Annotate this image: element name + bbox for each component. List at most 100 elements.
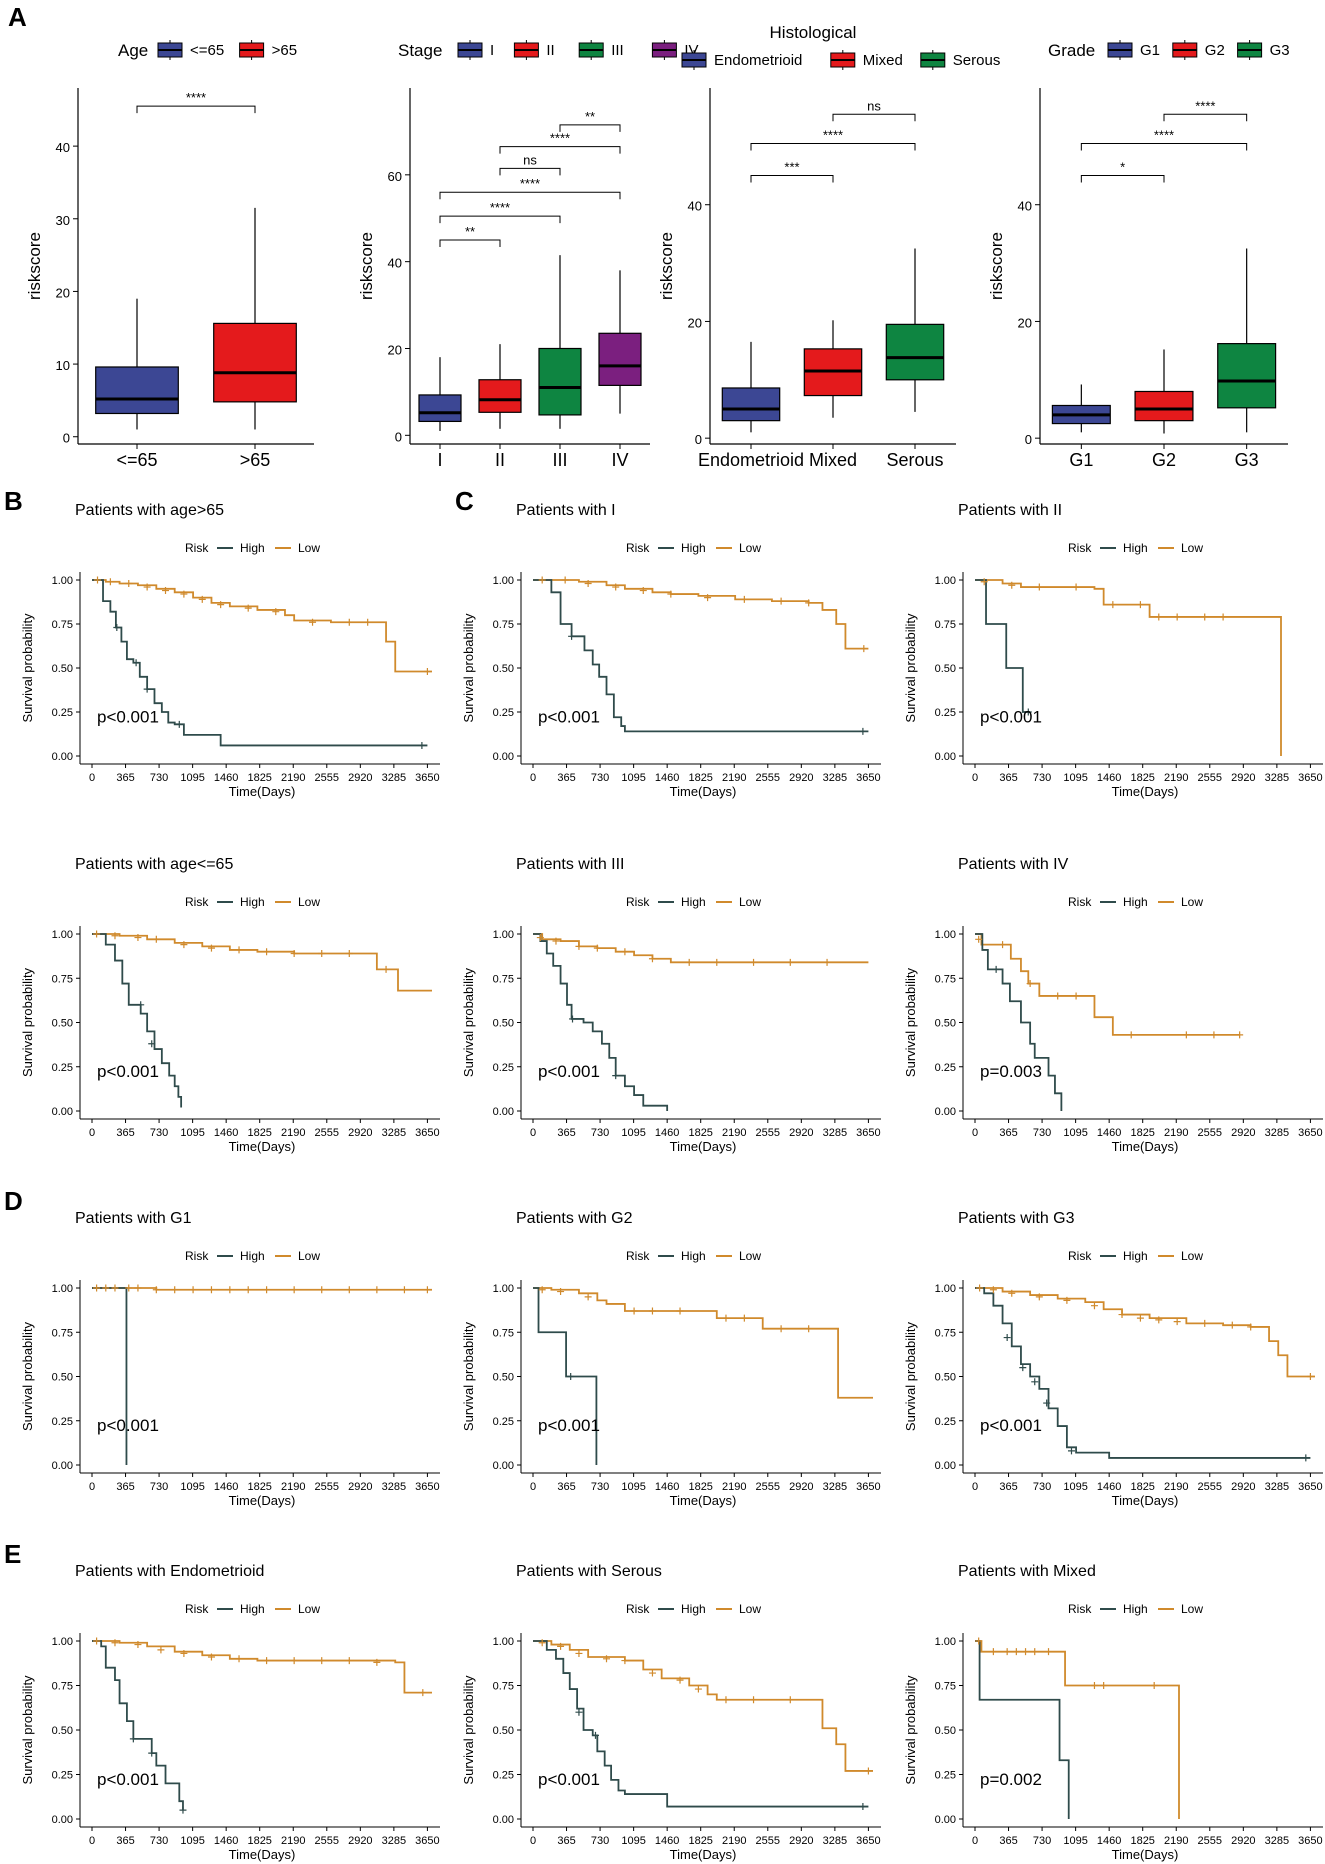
km-x-tick-label: 0: [972, 1481, 978, 1493]
km-censor-low: [1136, 1314, 1144, 1322]
comparison-bracket: [1080, 175, 1165, 183]
km-plot-C1: Patients with I Risk High Low 0.00 0.25 0.50 0.…: [461, 502, 881, 799]
km-x-tick-label: 365: [116, 1835, 134, 1847]
km-y-tick-label: 0.50: [935, 663, 956, 675]
km-x-tick-label: 0: [89, 772, 95, 784]
legend-label: III: [611, 42, 624, 59]
km-x-tick-label: 0: [972, 1835, 978, 1847]
km-legend-high-label: High: [240, 1249, 265, 1263]
km-x-axis-label: Time(Days): [229, 1847, 296, 1862]
km-x-tick-label: 3285: [1265, 1127, 1289, 1139]
km-censor-low: [272, 608, 280, 616]
km-censor-low: [134, 934, 142, 942]
km-censor-high: [1043, 1399, 1051, 1407]
km-x-tick-label: 2920: [789, 1835, 813, 1847]
km-x-tick-label: 0: [89, 1127, 95, 1139]
box-1: [1134, 390, 1194, 422]
km-x-tick-label: 3650: [1298, 772, 1322, 784]
km-y-tick-label: 0.75: [52, 1681, 73, 1693]
km-censor-low: [1201, 613, 1209, 621]
km-y-tick-label: 1.00: [52, 575, 73, 587]
y-axis-label: riskscore: [987, 232, 1006, 300]
km-plot-B2: Patients with age<=65 Risk High Low 0.00 0.25…: [20, 856, 440, 1154]
km-legend-title: Risk: [1068, 541, 1092, 555]
km-x-tick-label: 3650: [415, 1481, 439, 1493]
km-y-tick-label: 0.50: [493, 1018, 514, 1030]
km-pvalue: p<0.001: [538, 1770, 600, 1789]
box-1: [213, 322, 297, 403]
km-y-tick-label: 0.75: [52, 1327, 73, 1339]
km-x-tick-label: 1825: [247, 1127, 271, 1139]
km-x-tick-label: 0: [530, 1835, 536, 1847]
km-censor-low: [217, 601, 225, 609]
km-legend-title: Risk: [185, 541, 209, 555]
km-censor-low: [584, 1293, 592, 1301]
km-censor-low: [603, 1655, 611, 1663]
km-legend-high-label: High: [681, 895, 706, 909]
km-plot-C2: Patients with II Risk High Low 0.00 0.25 0.50 0…: [903, 502, 1323, 799]
km-censor-high: [1019, 1364, 1027, 1372]
km-legend-title: Risk: [626, 1602, 650, 1616]
km-x-tick-label: 2190: [281, 772, 305, 784]
km-censor-low: [980, 578, 988, 586]
km-censor-low: [713, 958, 721, 966]
y-tick-label: 0: [63, 431, 70, 446]
km-x-tick-label: 2555: [315, 772, 339, 784]
km-pvalue: p<0.001: [538, 707, 600, 726]
km-censor-low: [722, 1314, 730, 1322]
legend-label: >65: [272, 42, 297, 59]
legend-label: G2: [1205, 42, 1225, 59]
km-legend-title: Risk: [1068, 895, 1092, 909]
km-x-tick-label: 2555: [756, 1481, 780, 1493]
km-censor-low: [134, 1284, 142, 1292]
km-censor-low: [575, 1649, 583, 1657]
km-censor-low: [106, 578, 114, 586]
km-legend-low-label: Low: [298, 1249, 320, 1263]
km-censor-low: [975, 935, 983, 943]
km-censor-low: [290, 1286, 298, 1294]
km-x-tick-label: 2190: [1164, 772, 1188, 784]
km-censor-low: [125, 580, 133, 588]
km-x-axis-label: Time(Days): [1112, 1493, 1179, 1508]
km-plot-D2: Patients with G2 Risk High Low 0.00 0.25 0.50 0…: [461, 1210, 881, 1508]
legend-title: Grade: [1048, 41, 1095, 60]
km-censor-low: [235, 946, 243, 954]
km-censor-low: [648, 1307, 656, 1315]
km-x-tick-label: 365: [999, 772, 1017, 784]
km-legend-title: Risk: [626, 1249, 650, 1263]
km-censor-low: [685, 958, 693, 966]
km-censor-low: [125, 1284, 133, 1292]
km-censor-low: [1109, 601, 1117, 609]
km-title: Patients with Endometrioid: [75, 1563, 264, 1580]
km-title: Patients with II: [958, 502, 1062, 519]
km-curve-low: [533, 1287, 873, 1399]
km-y-tick-label: 0.50: [493, 663, 514, 675]
km-x-tick-label: 2555: [756, 1835, 780, 1847]
km-x-tick-label: 2920: [348, 1127, 372, 1139]
km-x-tick-label: 1825: [688, 1835, 712, 1847]
km-censor-low: [171, 1286, 179, 1294]
km-curve-low: [975, 933, 1240, 1036]
y-tick-label: 40: [1018, 199, 1032, 214]
km-y-tick-label: 0.25: [935, 1416, 956, 1428]
km-censor-low: [557, 1288, 565, 1296]
km-censor-low: [989, 1648, 997, 1656]
km-x-tick-label: 3650: [856, 1481, 880, 1493]
km-censor-high: [568, 632, 576, 640]
legend-label: Serous: [953, 52, 1001, 69]
km-x-tick-label: 3285: [1265, 1835, 1289, 1847]
km-legend-title: Risk: [185, 895, 209, 909]
km-censor-low: [538, 1639, 546, 1647]
km-x-axis-label: Time(Days): [670, 1139, 737, 1154]
y-tick-label: 20: [1018, 315, 1032, 330]
comparison-bracket: [832, 113, 916, 122]
km-y-tick-label: 1.00: [52, 1283, 73, 1295]
km-censor-low: [561, 576, 569, 584]
km-censor-high: [129, 1735, 137, 1743]
km-censor-low: [621, 948, 629, 956]
km-y-tick-label: 1.00: [493, 575, 514, 587]
km-curve-low: [533, 1640, 873, 1772]
km-censor-high: [1003, 1334, 1011, 1342]
km-y-tick-label: 0.50: [935, 1018, 956, 1030]
